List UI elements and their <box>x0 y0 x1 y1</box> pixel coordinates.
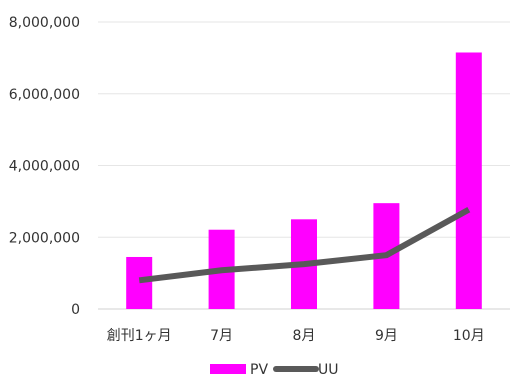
bar-pv <box>455 52 482 310</box>
legend: PV UU <box>210 362 339 378</box>
legend-label-pv: PV <box>250 362 268 378</box>
grid-layer <box>98 21 510 310</box>
y-tick-label: 8,000,000 <box>9 15 80 31</box>
x-tick-label: 7月 <box>210 328 233 344</box>
y-tick-label: 4,000,000 <box>9 159 80 175</box>
x-tick-label: 9月 <box>375 328 398 344</box>
x-tick-label: 10月 <box>453 328 485 344</box>
y-tick-label: 0 <box>71 302 80 318</box>
legend-swatch-pv <box>210 364 246 374</box>
x-axis: 創刊1ヶ月 7月 8月 9月 10月 <box>107 328 485 344</box>
legend-label-uu: UU <box>318 362 339 378</box>
y-tick-label: 2,000,000 <box>9 230 80 246</box>
x-tick-label: 創刊1ヶ月 <box>107 328 172 344</box>
bar-series <box>126 52 482 310</box>
y-tick-label: 6,000,000 <box>9 87 80 103</box>
x-tick-label: 8月 <box>293 328 316 344</box>
y-axis: 0 2,000,000 4,000,000 6,000,000 8,000,000 <box>9 15 80 318</box>
bar-pv <box>126 256 153 309</box>
line-series <box>138 207 471 284</box>
